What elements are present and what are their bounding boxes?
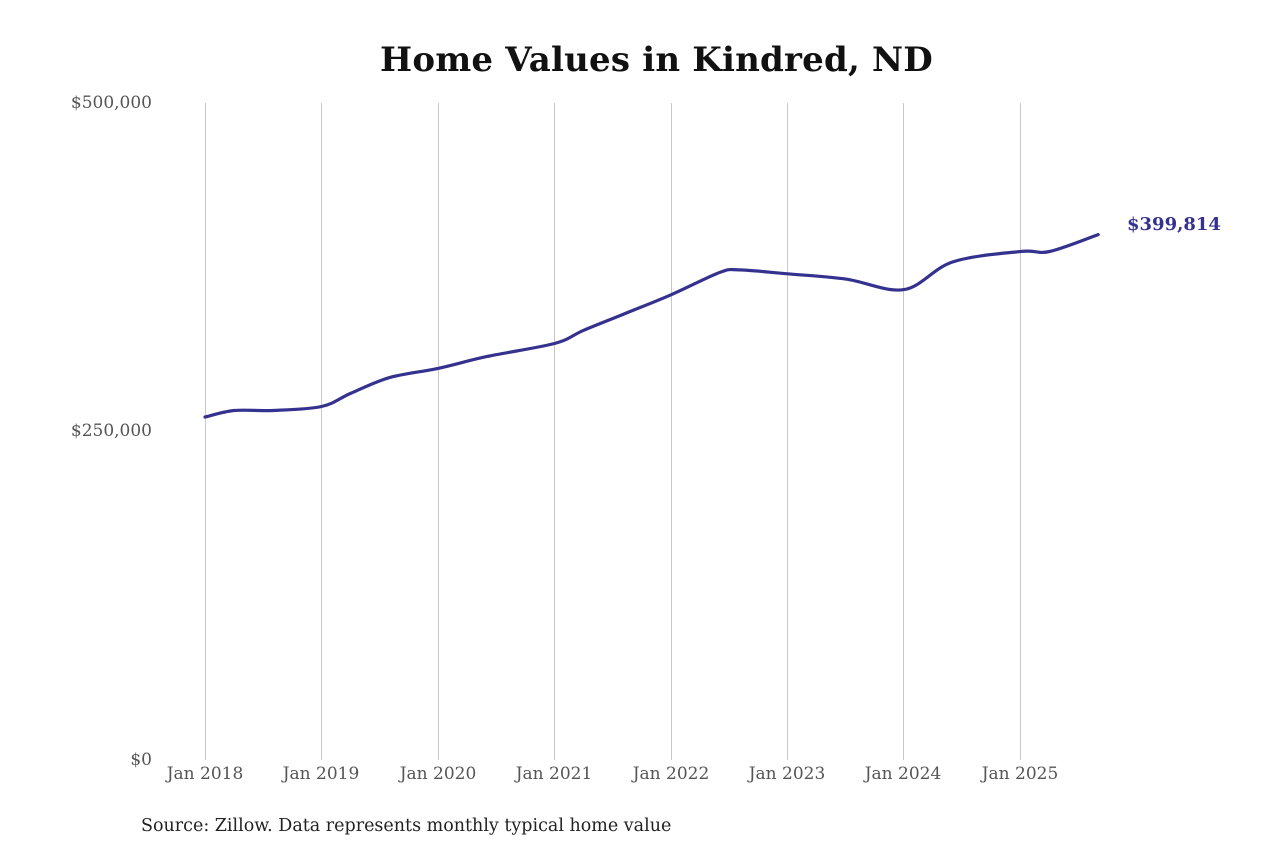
x-tick-2023: Jan 2023 [748,764,826,784]
home-value-line [203,233,1100,419]
x-tick-2019: Jan 2019 [282,764,360,784]
y-tick-500000: $500,000 [70,93,152,113]
x-tick-2022: Jan 2022 [632,764,710,784]
x-tick-2018: Jan 2018 [166,764,244,784]
y-tick-250000: $250,000 [70,421,152,441]
chart-title: Home Values in Kindred, ND [380,40,933,80]
gridlines [205,103,1021,760]
x-tick-2020: Jan 2020 [399,764,477,784]
x-tick-2024: Jan 2024 [864,764,942,784]
x-tick-2025: Jan 2025 [981,764,1059,784]
latest-value-label: $399,814 [1127,214,1221,235]
x-tick-2021: Jan 2021 [515,764,593,784]
source-note: Source: Zillow. Data represents monthly … [141,816,672,836]
y-tick-0: $0 [130,750,152,770]
